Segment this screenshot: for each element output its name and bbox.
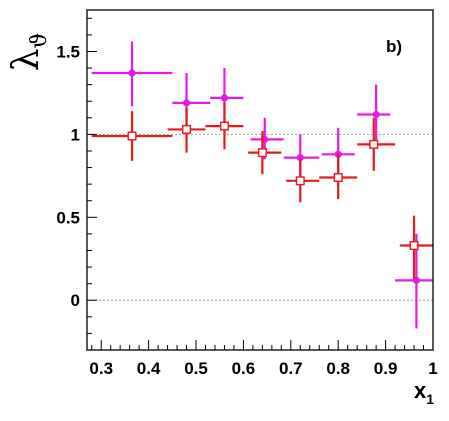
data-point	[257, 148, 267, 158]
x-tick-label: 1	[428, 359, 437, 378]
data-point	[372, 110, 380, 119]
y-axis-label: λϑ	[6, 33, 52, 72]
x-axis-label-main: x	[414, 378, 427, 403]
axis-ticks: 0.3 0.4 0.5 0.6 0.7 0.8 0.9 1 0 0.5 1 1.5	[56, 17, 438, 378]
series-2	[91, 102, 433, 279]
plot-frame	[86, 9, 434, 351]
data-point	[334, 150, 342, 158]
data-series	[91, 41, 433, 329]
y-axis-label-symbol: λ	[6, 48, 47, 71]
data-point	[296, 154, 304, 162]
data-point	[369, 139, 379, 149]
reference-lines	[87, 133, 433, 301]
x-tick-label: 0.7	[279, 359, 303, 378]
x-tick-label: 0.3	[89, 359, 113, 378]
x-tick-label: 0.4	[137, 359, 161, 378]
y-tick-label: 0	[71, 291, 80, 310]
x-tick-label: 0.6	[232, 359, 256, 378]
x-axis-label-subscript: 1	[426, 391, 434, 407]
data-point	[220, 94, 229, 102]
x-tick-label: 0.8	[326, 359, 350, 378]
y-tick-label: 0.5	[56, 208, 80, 227]
y-tick-label: 1	[71, 125, 80, 144]
series-1	[91, 41, 433, 329]
panel-label: b)	[386, 37, 402, 56]
x-tick-label: 0.9	[374, 359, 398, 378]
data-point	[295, 176, 305, 186]
data-point	[333, 173, 343, 183]
data-point	[182, 99, 191, 107]
data-point	[127, 131, 137, 141]
data-point	[128, 69, 136, 77]
x-axis-label: x1	[414, 378, 434, 407]
y-tick-label: 1.5	[56, 42, 80, 61]
data-point	[219, 121, 229, 131]
data-point	[409, 241, 419, 251]
y-axis-label-subscript: ϑ	[27, 33, 52, 49]
data-point	[182, 124, 192, 134]
x-tick-label: 0.5	[184, 359, 208, 378]
